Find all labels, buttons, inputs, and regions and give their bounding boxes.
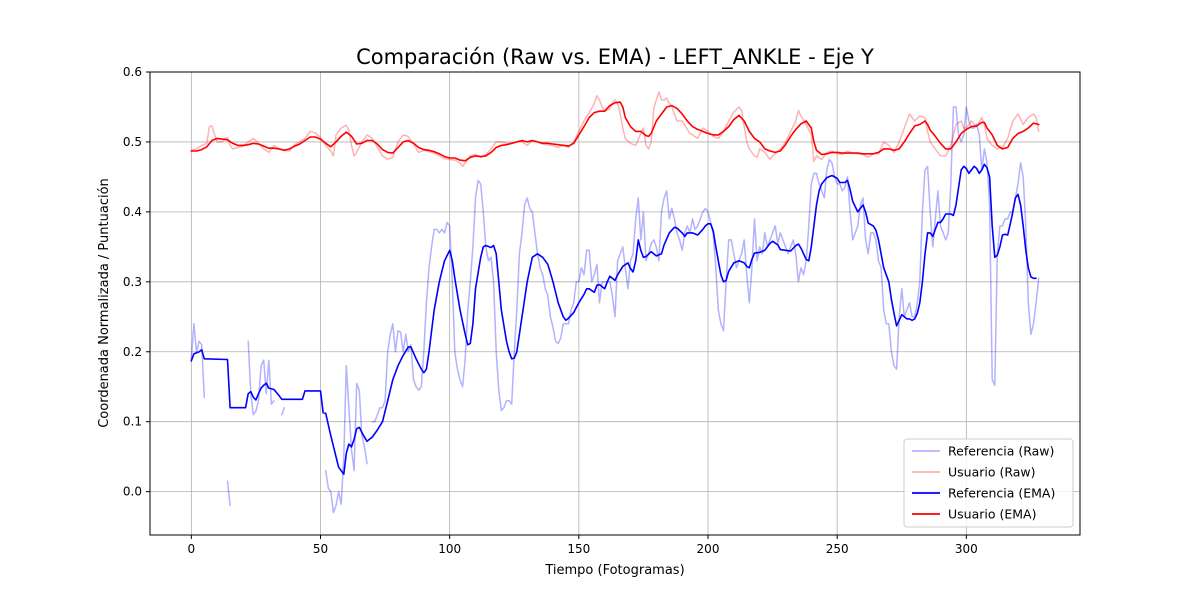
y-tick-label: 0.0 <box>123 485 142 499</box>
series-line <box>190 101 1040 162</box>
legend-label: Referencia (EMA) <box>948 486 1055 501</box>
series-referencia-ema <box>190 163 1037 475</box>
series-line <box>371 106 1040 423</box>
x-axis-label: Tiempo (Fotogramas) <box>544 563 684 578</box>
series-line <box>226 480 231 507</box>
legend-label: Usuario (Raw) <box>948 465 1036 480</box>
series-line <box>190 163 1037 475</box>
series-line <box>324 364 368 514</box>
x-tick-label: 250 <box>826 542 849 556</box>
series-usuario-ema <box>190 101 1040 162</box>
plot-frame <box>149 71 1081 536</box>
series-layer <box>190 90 1040 514</box>
x-tick-label: 200 <box>697 542 720 556</box>
axis-ticks: 0 50 100 150 200 250 300 0.0 0.1 0.2 0.3 0.4 0.5 0.6 <box>123 65 978 556</box>
series-line <box>247 340 275 416</box>
x-tick-label: 150 <box>567 542 590 556</box>
x-tick-label: 300 <box>955 542 978 556</box>
y-tick-label: 0.1 <box>123 415 142 429</box>
x-tick-label: 100 <box>438 542 461 556</box>
legend-label: Usuario (EMA) <box>948 507 1036 522</box>
y-tick-label: 0.6 <box>123 65 142 79</box>
y-tick-label: 0.3 <box>123 275 142 289</box>
series-referencia-raw <box>190 106 1040 514</box>
x-tick-label: 50 <box>313 542 328 556</box>
legend-box <box>903 438 1074 528</box>
chart-title: Comparación (Raw vs. EMA) - LEFT_ANKLE -… <box>356 45 874 70</box>
legend-label: Referencia (Raw) <box>948 444 1054 459</box>
series-line <box>281 406 286 416</box>
legend: Referencia (Raw) Usuario (Raw) Referencia … <box>903 438 1074 528</box>
y-axis-label: Coordenada Normalizada / Puntuación <box>97 178 112 428</box>
y-tick-label: 0.5 <box>123 135 142 149</box>
y-tick-label: 0.2 <box>123 345 142 359</box>
y-tick-label: 0.4 <box>123 205 142 219</box>
x-tick-label: 0 <box>188 542 196 556</box>
